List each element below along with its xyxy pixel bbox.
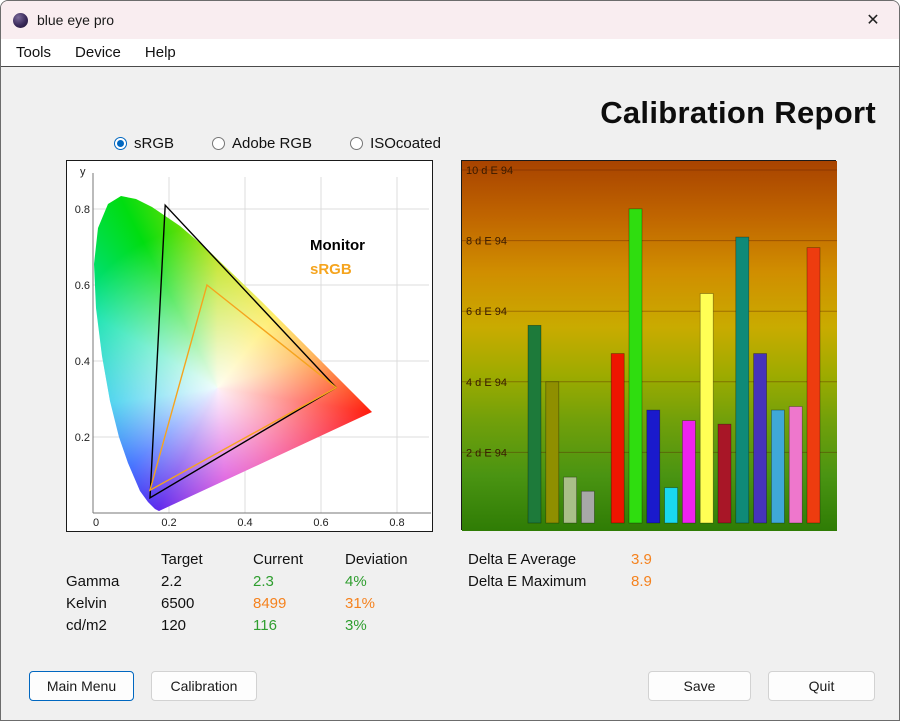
column-header-deviation: Deviation xyxy=(345,549,440,571)
svg-text:10 d E 94: 10 d E 94 xyxy=(466,165,513,177)
calibration-button[interactable]: Calibration xyxy=(151,671,257,701)
row-label-gamma: Gamma xyxy=(66,571,161,593)
srgb-gamut-triangle xyxy=(150,285,336,490)
delta-e-bar xyxy=(754,354,767,523)
column-header-target: Target xyxy=(161,549,253,571)
delta-e-bar xyxy=(807,248,820,523)
svg-text:6 d E 94: 6 d E 94 xyxy=(466,306,507,318)
delta-e-bars-svg: 10 d E 94 8 d E 94 6 d E 94 4 d E 94 2 d E 9… xyxy=(462,161,837,531)
delta-e-bar xyxy=(647,410,660,523)
cdm2-current: 116 xyxy=(253,615,345,637)
delta-e-bar xyxy=(546,382,559,523)
radio-circle-icon xyxy=(114,137,127,150)
results-corner xyxy=(66,549,161,571)
delta-average-value: 3.9 xyxy=(631,549,691,571)
delta-e-bar xyxy=(718,424,731,523)
close-icon[interactable]: ✕ xyxy=(851,2,895,38)
delta-e-bar xyxy=(736,237,749,523)
titlebar: blue eye pro ✕ xyxy=(1,1,899,39)
delta-average-label: Delta E Average xyxy=(468,549,631,571)
delta-e-bar xyxy=(771,410,784,523)
save-button[interactable]: Save xyxy=(648,671,751,701)
page-title: Calibration Report xyxy=(600,95,876,131)
cie-chromaticity-diagram: 00.20.40.60.80.20.40.60.8y Monitor sRGB xyxy=(66,160,433,532)
delta-e-bar xyxy=(789,407,802,523)
radio-adobe-rgb[interactable]: Adobe RGB xyxy=(212,135,312,152)
delta-e-bar xyxy=(528,325,541,523)
cie-overlay-svg: Monitor sRGB xyxy=(67,161,434,533)
row-label-kelvin: Kelvin xyxy=(66,593,161,615)
monitor-legend-label: Monitor xyxy=(310,237,365,254)
delta-e-bar xyxy=(611,354,624,523)
menu-tools[interactable]: Tools xyxy=(16,44,51,61)
delta-e-bar xyxy=(665,488,678,523)
main-menu-button[interactable]: Main Menu xyxy=(29,671,134,701)
radio-label: sRGB xyxy=(134,135,174,152)
kelvin-deviation: 31% xyxy=(345,593,440,615)
svg-text:8 d E 94: 8 d E 94 xyxy=(466,236,507,248)
delta-e-bar xyxy=(564,477,577,523)
main-content: Calibration Report sRGB Adobe RGB ISOcoa… xyxy=(1,67,899,721)
window-title: blue eye pro xyxy=(37,12,114,28)
delta-e-bar-chart: 10 d E 94 8 d E 94 6 d E 94 4 d E 94 2 d E 9… xyxy=(461,160,836,530)
svg-text:2 d E 94: 2 d E 94 xyxy=(466,447,507,459)
column-header-current: Current xyxy=(253,549,345,571)
gamma-target: 2.2 xyxy=(161,571,253,593)
kelvin-current: 8499 xyxy=(253,593,345,615)
delta-e-bar xyxy=(682,421,695,523)
radio-circle-icon xyxy=(212,137,225,150)
radio-circle-icon xyxy=(350,137,363,150)
radio-isocoated[interactable]: ISOcoated xyxy=(350,135,441,152)
kelvin-target: 6500 xyxy=(161,593,253,615)
gamma-deviation: 4% xyxy=(345,571,440,593)
quit-button[interactable]: Quit xyxy=(768,671,875,701)
results-table: Target Current Deviation Gamma 2.2 2.3 4… xyxy=(66,549,440,637)
srgb-legend-label: sRGB xyxy=(310,261,352,278)
gamma-current: 2.3 xyxy=(253,571,345,593)
cdm2-deviation: 3% xyxy=(345,615,440,637)
delta-e-bar xyxy=(700,294,713,523)
colorspace-radio-group: sRGB Adobe RGB ISOcoated xyxy=(114,135,441,152)
row-label-cdm2: cd/m2 xyxy=(66,615,161,637)
menu-help[interactable]: Help xyxy=(145,44,176,61)
delta-e-bar xyxy=(629,209,642,523)
menubar: Tools Device Help xyxy=(1,39,899,67)
radio-label: ISOcoated xyxy=(370,135,441,152)
delta-e-bar xyxy=(581,491,594,523)
menu-device[interactable]: Device xyxy=(75,44,121,61)
radio-srgb[interactable]: sRGB xyxy=(114,135,174,152)
delta-maximum-label: Delta E Maximum xyxy=(468,571,631,593)
monitor-gamut-triangle xyxy=(150,205,336,498)
app-window: blue eye pro ✕ Tools Device Help Calibra… xyxy=(0,0,900,721)
delta-e-summary: Delta E Average 3.9 Delta E Maximum 8.9 xyxy=(468,549,691,593)
app-logo-icon xyxy=(13,13,28,28)
radio-label: Adobe RGB xyxy=(232,135,312,152)
cdm2-target: 120 xyxy=(161,615,253,637)
svg-text:4 d E 94: 4 d E 94 xyxy=(466,377,507,389)
delta-maximum-value: 8.9 xyxy=(631,571,691,593)
